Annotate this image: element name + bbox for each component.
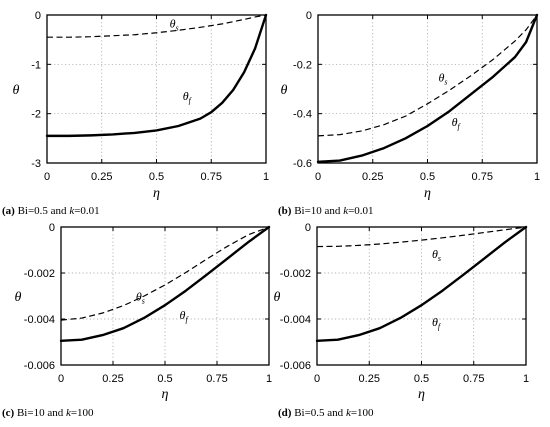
series-line-s: [317, 14, 538, 137]
x-tick-label: 1: [266, 373, 272, 385]
panel-caption: (b) Bi=10 and k=0.01: [278, 205, 374, 217]
panel-c: 0 0.25 0.5 0.75 1 -0.006 -0.004 -0.002 0 η θ θs θf (c…: [2, 222, 272, 419]
y-tick-label: 0: [306, 10, 312, 22]
x-axis-label: η: [153, 186, 160, 201]
panel-caption: (c) Bi=10 and k=100: [2, 407, 94, 419]
x-tick-label: 0.5: [420, 171, 435, 183]
y-tick-label: -2: [31, 109, 41, 121]
x-tick-label: 0: [44, 171, 50, 183]
y-tick-label: -0.2: [293, 59, 312, 71]
series-label-f: θf: [183, 89, 193, 105]
x-tick-label: 0.75: [463, 373, 484, 385]
x-tick-label: 0.75: [206, 373, 227, 385]
x-tick-label: 0.25: [362, 171, 383, 183]
series-line-f: [315, 225, 528, 343]
y-tick-label: -0.002: [24, 268, 55, 280]
x-tick-label: 0.25: [102, 373, 123, 385]
panel-caption: (a) Bi=0.5 and k=0.01: [2, 205, 100, 217]
x-tick-label: 0: [58, 373, 64, 385]
x-tick-label: 0.5: [157, 373, 172, 385]
y-tick-label: -0.006: [24, 360, 55, 372]
y-tick-label: -1: [31, 59, 41, 71]
panel-b: 0 0.25 0.5 0.75 1 -0.6 -0.4 -0.2 0 η θ θs θf (b) Bi=1…: [278, 10, 540, 217]
x-tick-label: 0.75: [201, 171, 222, 183]
y-axis-label: θ: [281, 83, 288, 98]
x-tick-label: 1: [263, 171, 269, 183]
x-tick-label: 0.25: [359, 373, 380, 385]
x-tick-label: 0.5: [149, 171, 164, 183]
x-tick-label: 0: [314, 373, 320, 385]
series-label-s: θs: [438, 71, 447, 87]
x-tick-label: 0: [315, 171, 321, 183]
y-tick-label: -0.6: [293, 158, 312, 170]
x-tick-label: 0.5: [414, 373, 429, 385]
series-label-s: θs: [136, 290, 145, 306]
y-tick-label: 0: [49, 222, 55, 234]
x-tick-label: 1: [523, 373, 529, 385]
y-tick-label: -0.004: [280, 314, 311, 326]
y-tick-label: 0: [35, 10, 41, 22]
series-label-s: θs: [170, 16, 179, 32]
x-axis-label: η: [162, 387, 169, 402]
y-axis-label: θ: [274, 290, 281, 305]
series-label-f: θf: [452, 115, 462, 131]
x-axis-label: η: [424, 186, 431, 201]
y-tick-label: 0: [305, 222, 311, 234]
series-line-f: [59, 225, 271, 343]
y-tick-label: -0.002: [280, 268, 311, 280]
x-axis-label: η: [418, 387, 425, 402]
series-line-s: [316, 226, 527, 248]
y-tick-label: -0.4: [293, 109, 312, 121]
series-label-s: θs: [432, 247, 441, 263]
series-label-f: θf: [180, 308, 190, 324]
panel-d: 0 0.25 0.5 0.75 1 -0.006 -0.004 -0.002 0 η θ θs θf (d…: [274, 222, 530, 419]
panel-caption: (d) Bi=0.5 and k=100: [278, 407, 374, 419]
series-line-s: [47, 14, 267, 38]
series-line-f: [316, 13, 539, 163]
y-axis-label: θ: [15, 290, 22, 305]
series-line-f: [45, 13, 268, 138]
y-axis-label: θ: [13, 83, 20, 98]
series-label-f: θf: [432, 315, 442, 331]
series-line-s: [60, 226, 270, 321]
panel-a: 0 0.25 0.5 0.75 1 -3 -2 -1 0 η θ θs θf (a) Bi=0.5 and…: [2, 10, 269, 217]
x-tick-label: 0.25: [91, 171, 112, 183]
y-tick-label: -3: [31, 158, 41, 170]
y-tick-label: -0.006: [280, 360, 311, 372]
y-tick-label: -0.004: [24, 314, 55, 326]
x-tick-label: 0.75: [472, 171, 493, 183]
x-tick-label: 1: [534, 171, 540, 183]
